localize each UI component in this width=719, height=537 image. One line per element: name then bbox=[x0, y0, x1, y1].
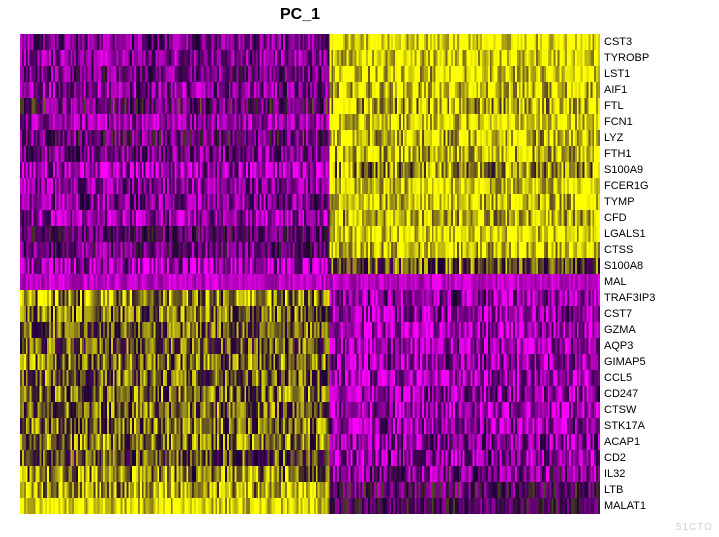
heatmap-row-label: FTL bbox=[604, 101, 714, 112]
heatmap-row-label: LST1 bbox=[604, 69, 714, 80]
heatmap-row-label: CST7 bbox=[604, 309, 714, 320]
heatmap-row-label: CFD bbox=[604, 213, 714, 224]
heatmap-row-label: CD2 bbox=[604, 453, 714, 464]
heatmap-row-label: TYROBP bbox=[604, 53, 714, 64]
heatmap-row-label: AQP3 bbox=[604, 341, 714, 352]
heatmap-row-label: GZMA bbox=[604, 325, 714, 336]
heatmap-row-label: MAL bbox=[604, 277, 714, 288]
heatmap-row-label: ACAP1 bbox=[604, 437, 714, 448]
heatmap-row-label: TRAF3IP3 bbox=[604, 293, 714, 304]
heatmap-row-label: CD247 bbox=[604, 389, 714, 400]
heatmap-row-label: FTH1 bbox=[604, 149, 714, 160]
heatmap-row-label: TYMP bbox=[604, 197, 714, 208]
heatmap-row-label: LGALS1 bbox=[604, 229, 714, 240]
heatmap-row-label: MALAT1 bbox=[604, 501, 714, 512]
heatmap-row-label: S100A9 bbox=[604, 165, 714, 176]
heatmap-row-label: GIMAP5 bbox=[604, 357, 714, 368]
heatmap-row-label: CST3 bbox=[604, 37, 714, 48]
heatmap-row-label: LYZ bbox=[604, 133, 714, 144]
heatmap-figure: PC_1 CST3 TYROBP LST1 AIF1 FTL FCN1 LYZ FTH1 S10… bbox=[0, 0, 719, 537]
heatmap-row-label: STK17A bbox=[604, 421, 714, 432]
heatmap-row-label: S100A8 bbox=[604, 261, 714, 272]
heatmap-row-label: FCN1 bbox=[604, 117, 714, 128]
heatmap-row-label: IL32 bbox=[604, 469, 714, 480]
heatmap-row-label: AIF1 bbox=[604, 85, 714, 96]
chart-title: PC_1 bbox=[0, 6, 600, 24]
heatmap-canvas bbox=[20, 34, 600, 514]
heatmap-row-label: LTB bbox=[604, 485, 714, 496]
heatmap-row-labels: CST3 TYROBP LST1 AIF1 FTL FCN1 LYZ FTH1 S100A9 FC… bbox=[604, 34, 714, 514]
heatmap-plot-area bbox=[20, 34, 600, 514]
watermark: 51CTO bbox=[676, 522, 713, 533]
heatmap-row-label: CTSS bbox=[604, 245, 714, 256]
heatmap-row-label: CCL5 bbox=[604, 373, 714, 384]
heatmap-row-label: CTSW bbox=[604, 405, 714, 416]
heatmap-row-label: FCER1G bbox=[604, 181, 714, 192]
